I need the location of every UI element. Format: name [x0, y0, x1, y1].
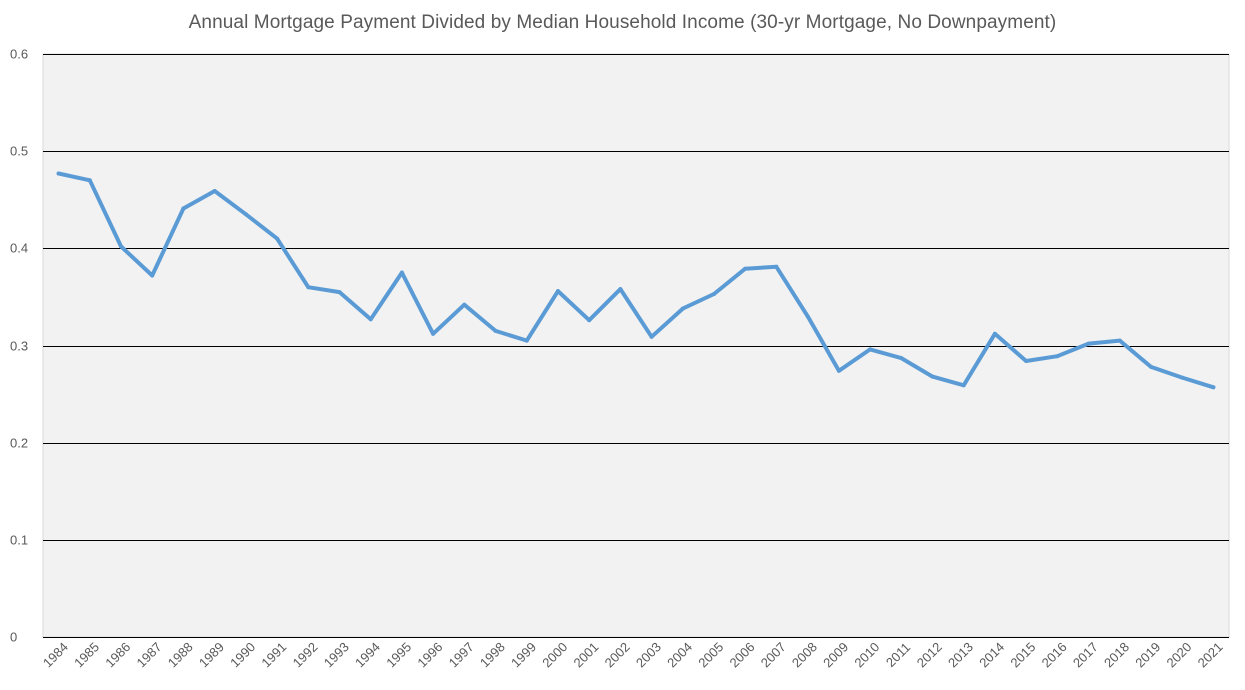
data-point	[618, 287, 623, 292]
data-point	[1086, 341, 1091, 346]
data-point	[119, 244, 123, 249]
x-tick-label: 1995	[383, 639, 414, 670]
series-layer	[56, 171, 1216, 390]
data-point	[212, 189, 217, 193]
x-tick-label: 1998	[477, 639, 508, 670]
data-point	[712, 292, 716, 296]
x-axis-ticks: 1984 1985 1986 1987 1988 1989 1990 1991 1992 1993…	[40, 639, 1226, 670]
series-line	[56, 171, 1216, 390]
x-tick-label: 2018	[1101, 639, 1132, 670]
x-tick-label: 1996	[414, 639, 445, 670]
x-tick-label: 2014	[976, 639, 1007, 670]
data-point	[1180, 375, 1185, 380]
x-tick-label: 1991	[258, 639, 289, 670]
data-point	[87, 178, 92, 183]
data-point	[1024, 359, 1029, 363]
data-point	[649, 334, 654, 339]
data-point	[306, 285, 311, 290]
x-tick-label: 2007	[758, 639, 789, 670]
y-axis-ticks: 0 0.1 0.2 0.3 0.4 0.5 0.6	[10, 47, 28, 645]
x-tick-label: 2012	[914, 639, 945, 670]
data-point	[462, 302, 467, 307]
data-point	[836, 368, 841, 373]
data-point	[961, 383, 966, 388]
x-tick-label: 1988	[165, 639, 196, 670]
data-point	[899, 356, 904, 361]
data-point	[150, 273, 155, 278]
data-point	[556, 289, 560, 294]
x-tick-label: 1999	[508, 639, 539, 670]
x-tick-label: 2011	[883, 640, 913, 670]
data-point	[181, 206, 186, 211]
gridlines	[43, 54, 1229, 638]
data-point	[431, 331, 436, 336]
y-tick-label: 0.6	[10, 47, 28, 62]
x-tick-label: 1984	[40, 639, 71, 670]
data-point	[493, 328, 498, 333]
data-point	[992, 331, 997, 336]
y-tick-label: 0	[10, 630, 17, 645]
x-tick-label: 2000	[539, 639, 570, 670]
data-point	[524, 338, 529, 343]
data-point	[243, 212, 248, 217]
data-points	[56, 171, 1216, 390]
data-point	[1211, 385, 1216, 390]
data-point	[399, 270, 404, 275]
y-tick-label: 0.4	[10, 241, 28, 256]
x-tick-label: 2019	[1132, 639, 1163, 670]
x-tick-label: 2001	[570, 639, 601, 670]
data-point	[868, 347, 873, 352]
x-tick-label: 2013	[945, 639, 976, 670]
x-tick-label: 1989	[196, 639, 227, 670]
x-tick-label: 2008	[789, 639, 820, 670]
x-tick-label: 2003	[633, 639, 664, 670]
data-point	[56, 171, 61, 176]
x-tick-label: 1990	[227, 639, 258, 670]
y-tick-label: 0.2	[10, 436, 28, 451]
data-point	[930, 374, 935, 379]
x-tick-label: 1985	[71, 639, 102, 670]
x-tick-label: 2015	[1007, 639, 1038, 670]
x-tick-label: 2005	[695, 639, 726, 670]
data-point	[680, 306, 685, 311]
x-tick-label: 2009	[820, 639, 851, 670]
x-tick-label: 2017	[1070, 639, 1101, 670]
x-tick-label: 2002	[602, 639, 633, 670]
x-tick-label: 1992	[290, 639, 321, 670]
x-tick-label: 2006	[727, 639, 758, 670]
chart-title: Annual Mortgage Payment Divided by Media…	[188, 12, 1057, 33]
data-point	[743, 266, 748, 271]
y-tick-label: 0.5	[10, 144, 28, 159]
x-tick-label: 2021	[1195, 639, 1226, 670]
y-tick-label: 0.3	[10, 339, 28, 354]
x-tick-label: 1994	[352, 639, 383, 670]
data-point	[774, 264, 779, 269]
x-tick-label: 1993	[321, 639, 352, 670]
x-tick-label: 2020	[1163, 639, 1194, 670]
data-point	[1117, 338, 1122, 343]
x-tick-label: 2004	[664, 639, 695, 670]
x-tick-label: 2010	[851, 639, 882, 670]
x-tick-label: 1987	[134, 639, 165, 670]
data-point	[275, 236, 280, 241]
data-point	[368, 317, 373, 322]
data-point	[1149, 364, 1153, 369]
y-tick-label: 0.1	[10, 533, 28, 548]
data-point	[337, 290, 342, 295]
x-tick-label: 1986	[102, 639, 133, 670]
x-tick-label: 2016	[1039, 639, 1070, 670]
data-point	[805, 314, 810, 319]
x-tick-label: 1997	[446, 639, 477, 670]
data-point	[1055, 354, 1060, 359]
data-point	[587, 318, 592, 323]
plot-area	[42, 53, 1230, 638]
